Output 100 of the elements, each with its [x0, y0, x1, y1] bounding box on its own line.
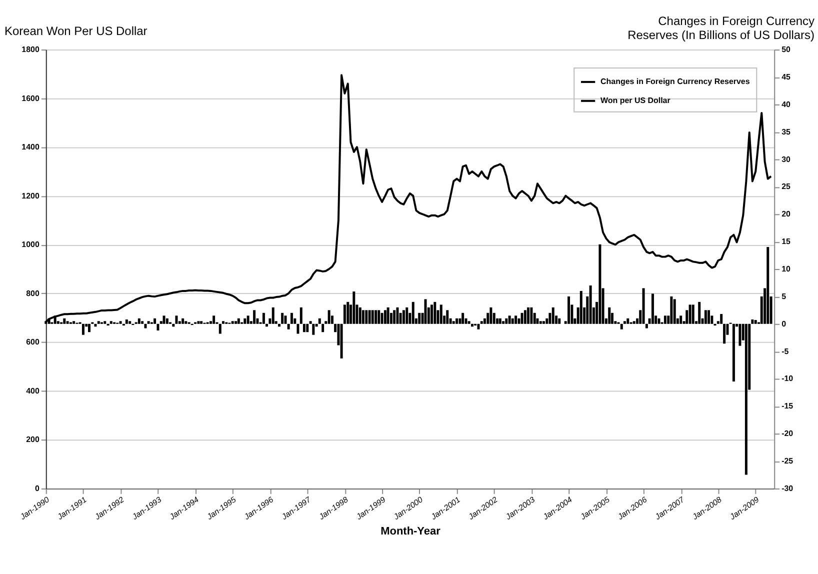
bar: [440, 304, 442, 324]
bar: [498, 318, 502, 324]
bar: [66, 321, 69, 324]
y2-tick-label: -10: [782, 374, 794, 384]
y-axis-title: Korean Won Per US Dollar: [4, 24, 148, 38]
y-tick-label: 1200: [22, 191, 40, 200]
y2-tick-label: 30: [782, 154, 792, 164]
bar: [406, 307, 408, 324]
bar: [197, 321, 200, 324]
bar: [704, 310, 707, 324]
bar: [508, 316, 511, 324]
bar: [386, 307, 390, 324]
bar: [97, 321, 100, 324]
bar: [104, 321, 106, 324]
bar: [138, 318, 140, 324]
bar: [456, 318, 458, 324]
bar: [470, 324, 474, 327]
bar: [744, 324, 748, 475]
y2-tick-label: 10: [782, 264, 792, 274]
y2-tick-label: 35: [782, 127, 792, 136]
bar: [147, 321, 150, 324]
line-series: [44, 74, 772, 323]
y-tick-label: 0: [34, 484, 40, 493]
bar: [402, 310, 405, 324]
bar: [424, 299, 427, 324]
bar: [296, 324, 300, 334]
bar: [720, 314, 723, 324]
bar: [272, 307, 274, 324]
bar: [94, 324, 97, 327]
bar: [511, 318, 514, 324]
bar: [358, 307, 362, 324]
bar: [212, 316, 216, 324]
bar: [632, 321, 636, 324]
bar: [651, 294, 654, 324]
bar: [664, 316, 666, 324]
y2-tick-label: -30: [782, 484, 794, 493]
bar: [144, 324, 147, 328]
bar: [623, 321, 626, 324]
bar: [670, 296, 673, 324]
bar: [328, 310, 330, 324]
bar: [346, 302, 350, 324]
bar: [708, 310, 710, 324]
bar: [262, 312, 265, 324]
bar: [589, 285, 592, 324]
bar: [527, 307, 530, 324]
bar: [514, 316, 518, 324]
y-tick-label: 800: [26, 288, 40, 298]
bar: [542, 321, 545, 324]
y2-tick-label: 15: [782, 237, 792, 246]
y-tick-label: 1000: [22, 240, 40, 250]
bar: [658, 318, 660, 324]
bar: [322, 324, 324, 332]
y-tick-label: 200: [26, 435, 40, 444]
y2-tick-label: -25: [782, 456, 794, 466]
bar: [692, 304, 694, 324]
bar: [645, 324, 648, 328]
y2-tick-label: 0: [782, 319, 787, 328]
bar: [598, 244, 602, 324]
bar: [234, 321, 238, 324]
bar: [371, 310, 374, 324]
y-tick-label: 1400: [22, 142, 40, 152]
bar: [434, 302, 436, 324]
bar: [175, 316, 178, 324]
bar: [306, 324, 309, 332]
bar: [680, 316, 682, 324]
bar: [318, 318, 321, 324]
bar: [278, 324, 280, 327]
bar: [754, 320, 757, 324]
bar: [182, 318, 184, 324]
bar: [266, 324, 268, 327]
bar: [218, 324, 222, 334]
bar: [156, 324, 160, 330]
bar: [505, 318, 508, 324]
bar: [88, 324, 90, 332]
bar: [352, 292, 356, 324]
bar: [412, 302, 414, 324]
bar: [766, 247, 770, 324]
bar: [732, 324, 735, 382]
bar: [452, 321, 455, 324]
x-axis-title: Month-Year: [380, 526, 442, 538]
bar: [154, 318, 156, 324]
y2-tick-label: 50: [782, 45, 792, 54]
bar: [362, 310, 364, 324]
bar: [384, 310, 386, 324]
bar: [502, 321, 505, 324]
bar: [480, 321, 483, 324]
bar: [539, 321, 542, 324]
legend-label: Changes in Foreign Currency Reserves: [600, 76, 750, 86]
bar: [246, 316, 250, 324]
bar: [343, 304, 346, 324]
bar: [393, 310, 396, 324]
bar: [380, 312, 384, 324]
bar: [524, 310, 526, 324]
bar: [237, 318, 240, 324]
bar: [166, 318, 168, 324]
bar: [63, 318, 66, 324]
bar: [119, 321, 122, 324]
y-tick-label: 600: [26, 338, 40, 347]
bar: [309, 321, 312, 324]
bar: [284, 316, 287, 324]
